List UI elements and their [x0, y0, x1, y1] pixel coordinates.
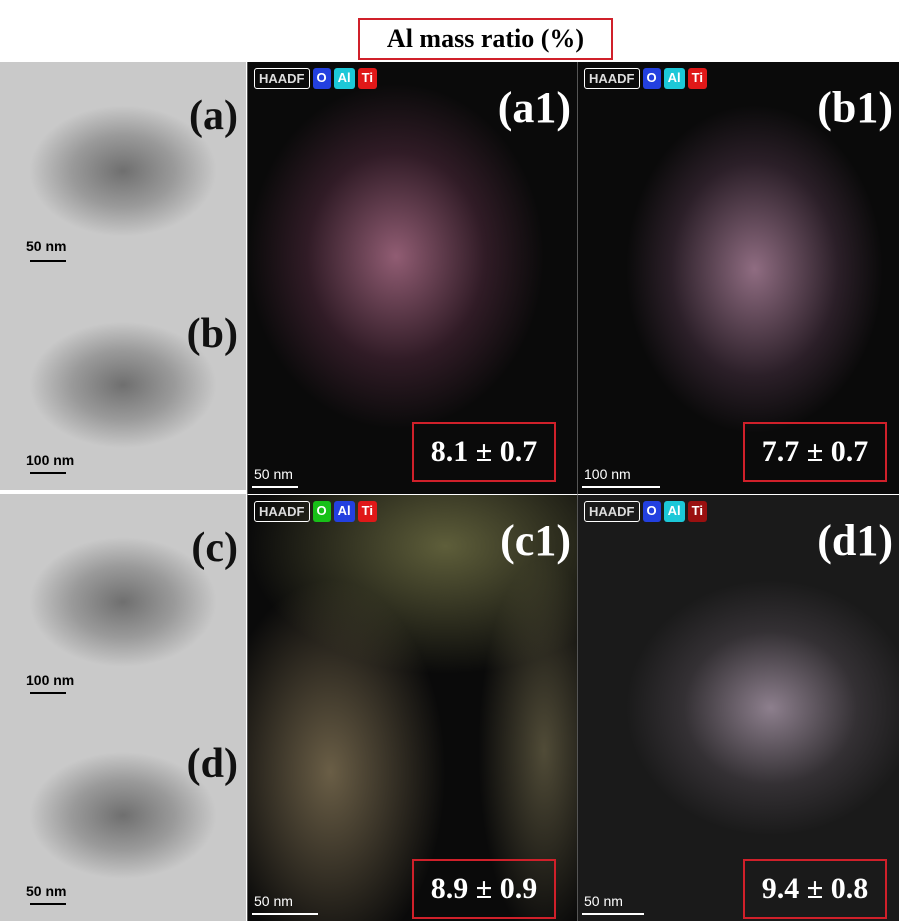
panel-label: (b): [186, 311, 238, 357]
legend-item: Al: [663, 68, 685, 89]
legend-item: HAADF: [254, 501, 310, 522]
legend-item: Al: [333, 68, 355, 89]
figure-title: Al mass ratio (%): [358, 18, 613, 60]
legend-item: Ti: [357, 501, 377, 522]
scale-bar: [30, 903, 66, 905]
legend-item: HAADF: [584, 68, 640, 89]
legend-item: O: [642, 68, 661, 89]
scale-bar-label: 100 nm: [26, 672, 75, 688]
tem-image: (a) 50 nm: [0, 62, 247, 280]
legend: HAADF O Al Ti: [254, 501, 377, 522]
tem-image: (b) 100 nm: [0, 280, 247, 490]
scale-bar-label: 50 nm: [254, 466, 293, 482]
panel-label: (c): [191, 525, 238, 571]
scale-bar-label: 100 nm: [26, 452, 75, 468]
al-ratio: 7.7 ± 0.7: [743, 422, 887, 482]
tem-image: (d) 50 nm: [0, 710, 247, 921]
eds-map: HAADF O Al Ti (c1) 50 nm 8.9 ± 0.9: [247, 494, 577, 921]
legend-item: Ti: [687, 501, 707, 522]
legend-item: Al: [663, 501, 685, 522]
al-ratio: 9.4 ± 0.8: [743, 859, 887, 919]
legend-item: Al: [333, 501, 355, 522]
scale-bar-label: 50 nm: [26, 238, 67, 254]
eds-map: HAADF O Al Ti (b1) 100 nm 7.7 ± 0.7: [577, 62, 899, 494]
map-signal: [248, 495, 577, 921]
legend-item: O: [642, 501, 661, 522]
scale-bar: [252, 913, 318, 915]
scale-bar: [30, 692, 66, 694]
panel-label: (a): [189, 93, 238, 139]
scale-bar-label: 100 nm: [584, 466, 631, 482]
legend-item: HAADF: [584, 501, 640, 522]
legend-item: Ti: [687, 68, 707, 89]
scale-bar-label: 50 nm: [26, 883, 67, 899]
scale-bar-label: 50 nm: [584, 893, 623, 909]
scale-bar: [582, 486, 660, 488]
legend-item: HAADF: [254, 68, 310, 89]
eds-map: HAADF O Al Ti (d1) 50 nm 9.4 ± 0.8: [577, 494, 899, 921]
panel-label: (d1): [817, 516, 893, 565]
legend: HAADF O Al Ti: [254, 68, 377, 89]
legend-item: Ti: [357, 68, 377, 89]
panel-label: (a1): [497, 83, 571, 132]
scale-bar-label: 50 nm: [254, 893, 293, 909]
legend: HAADF O Al Ti: [584, 501, 707, 522]
panel-label: (c1): [500, 516, 571, 565]
al-ratio: 8.9 ± 0.9: [412, 859, 556, 919]
al-ratio: 8.1 ± 0.7: [412, 422, 556, 482]
scale-bar: [582, 913, 644, 915]
map-signal: [578, 495, 899, 921]
scale-bar: [252, 486, 298, 488]
eds-map: HAADF O Al Ti (a1) 50 nm 8.1 ± 0.7: [247, 62, 577, 494]
legend: HAADF O Al Ti: [584, 68, 707, 89]
legend-item: O: [312, 501, 331, 522]
panel-label: (b1): [817, 83, 893, 132]
scale-bar: [30, 472, 66, 474]
legend-item: O: [312, 68, 331, 89]
scale-bar: [30, 260, 66, 262]
panel-label: (d): [186, 741, 238, 787]
tem-image: (c) 100 nm: [0, 494, 247, 710]
